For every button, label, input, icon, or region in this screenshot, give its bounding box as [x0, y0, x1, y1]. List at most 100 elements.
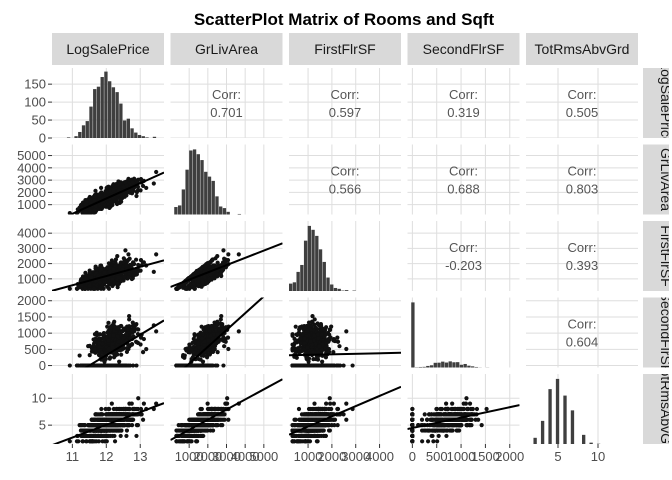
histogram-bar — [78, 131, 82, 138]
data-point — [202, 339, 208, 344]
data-point — [140, 183, 146, 189]
row-strip — [643, 221, 669, 291]
data-point — [108, 189, 113, 194]
fit-line — [52, 259, 164, 291]
data-point — [126, 252, 131, 257]
histogram-bar — [204, 171, 208, 215]
data-point — [130, 179, 135, 185]
data-point — [180, 354, 186, 359]
data-point — [97, 332, 103, 337]
histogram-bar — [137, 134, 142, 138]
column-strip — [170, 33, 283, 65]
panel — [170, 221, 283, 291]
data-point — [210, 349, 216, 354]
data-point — [199, 336, 205, 341]
data-point — [110, 277, 115, 282]
data-point — [91, 343, 96, 348]
histogram-bar — [74, 136, 78, 138]
row-strip-label: GrLivArea — [658, 148, 672, 211]
column-strip — [526, 33, 638, 65]
data-point — [207, 328, 212, 333]
data-point — [110, 202, 115, 208]
column-strip-label: LogSalePrice — [66, 41, 149, 57]
data-point — [124, 263, 130, 268]
data-point — [92, 347, 97, 352]
histogram-bar — [326, 277, 330, 291]
data-point — [320, 359, 325, 364]
data-point — [93, 203, 99, 209]
histogram-bar — [111, 87, 116, 138]
data-point — [97, 344, 102, 349]
data-point — [75, 286, 80, 291]
data-point — [138, 188, 143, 193]
panels: Corr:0.701Corr:0.597Corr:0.319Corr:0.505… — [52, 68, 638, 444]
data-point — [113, 263, 118, 268]
data-point — [138, 342, 143, 347]
data-point — [108, 333, 113, 338]
data-point — [106, 338, 111, 343]
data-point — [187, 350, 193, 355]
data-point — [187, 282, 193, 287]
histogram-bar — [89, 106, 93, 138]
panel: Corr:0.688 — [407, 144, 520, 215]
histogram-bar — [134, 132, 138, 138]
histogram-bar — [307, 225, 311, 291]
data-point — [220, 327, 225, 332]
fit-line — [183, 297, 265, 368]
data-point — [106, 320, 111, 325]
row-strip — [643, 297, 669, 368]
data-point — [311, 357, 316, 362]
data-point — [111, 267, 116, 272]
data-point — [87, 283, 93, 288]
row-strip — [643, 374, 669, 444]
data-point — [215, 319, 220, 324]
data-point — [86, 343, 91, 349]
data-point — [207, 276, 212, 282]
data-point — [144, 347, 149, 352]
histogram-bar — [126, 118, 130, 138]
data-point — [154, 329, 159, 334]
data-point — [100, 341, 105, 346]
histogram-bar — [289, 283, 293, 291]
data-point — [198, 363, 203, 368]
data-point — [133, 257, 139, 262]
column-strip-label: FirstFlrSF — [314, 41, 375, 57]
corr-label: Corr: — [331, 164, 360, 179]
data-point — [335, 335, 340, 340]
data-point — [97, 193, 103, 198]
panel — [289, 297, 401, 368]
data-point — [124, 193, 129, 198]
data-point — [215, 322, 220, 328]
data-point — [116, 275, 121, 280]
data-point — [111, 355, 117, 360]
histogram-bar — [152, 136, 157, 138]
data-point — [67, 286, 72, 291]
data-point — [121, 185, 126, 190]
histogram-bar — [192, 149, 197, 215]
column-strip — [52, 33, 164, 65]
data-point — [214, 341, 219, 346]
data-point — [222, 256, 227, 261]
data-point — [151, 269, 156, 274]
data-point — [203, 263, 208, 268]
panel: Corr:0.701 — [170, 68, 283, 138]
data-point — [196, 332, 201, 338]
data-point — [215, 350, 220, 355]
row-strip — [643, 68, 669, 138]
panel — [52, 68, 164, 138]
data-point — [119, 352, 124, 357]
data-point — [213, 256, 218, 261]
histogram-bar — [66, 137, 71, 138]
data-point — [124, 349, 130, 354]
data-point — [115, 200, 120, 206]
corr-label: Corr: — [449, 240, 478, 255]
data-point — [129, 276, 134, 282]
histogram-bar — [207, 176, 212, 215]
data-point — [127, 314, 132, 319]
corr-value: 0.803 — [566, 182, 599, 197]
data-point — [187, 342, 192, 347]
data-point — [87, 353, 92, 358]
data-point — [151, 181, 156, 186]
data-point — [221, 363, 226, 368]
data-point — [191, 363, 196, 368]
